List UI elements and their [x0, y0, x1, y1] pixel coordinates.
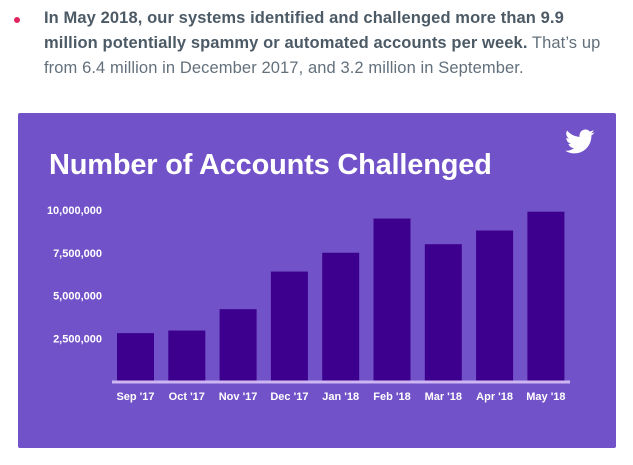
bar: [270, 271, 308, 381]
x-tick-label: Sep '17: [116, 391, 154, 403]
bar: [117, 333, 154, 381]
intro-paragraph: In May 2018, our systems identified and …: [14, 6, 614, 81]
x-tick-label: Mar '18: [425, 391, 462, 403]
y-tick-label: 10,000,000: [47, 205, 102, 217]
x-tick-label: Jan '18: [322, 391, 359, 403]
intro-bold-text: In May 2018, our systems identified and …: [44, 9, 564, 52]
x-tick-label: Oct '17: [169, 391, 205, 403]
x-tick-label: Apr '18: [476, 391, 513, 403]
bullet-dot: [14, 17, 20, 23]
y-tick-label: 2,500,000: [53, 333, 102, 345]
twitter-bird-icon: [565, 129, 595, 154]
bar: [373, 218, 411, 381]
x-tick-label: May '18: [526, 391, 565, 403]
bar-chart: 2,500,000 5,000,000 7,500,000 10,000,000 Sep…: [47, 205, 570, 403]
bar: [476, 230, 514, 381]
y-tick-label: 5,000,000: [53, 291, 102, 303]
bar: [424, 244, 462, 381]
bar: [322, 252, 360, 381]
chart-card: Number of Accounts Challenged 2,500,000 5…: [18, 113, 616, 448]
x-tick-label: Nov '17: [219, 391, 258, 403]
bar: [168, 330, 206, 381]
bar: [219, 309, 257, 381]
intro-text: In May 2018, our systems identified and …: [44, 6, 614, 81]
y-tick-label: 7,500,000: [53, 248, 102, 260]
x-tick-label: Feb '18: [373, 391, 410, 403]
intro-regular-text: That’s up from 6.4 million in December 2…: [44, 34, 601, 77]
bar: [527, 211, 565, 381]
chart-title: Number of Accounts Challenged: [49, 149, 492, 181]
x-tick-label: Dec '17: [270, 391, 308, 403]
